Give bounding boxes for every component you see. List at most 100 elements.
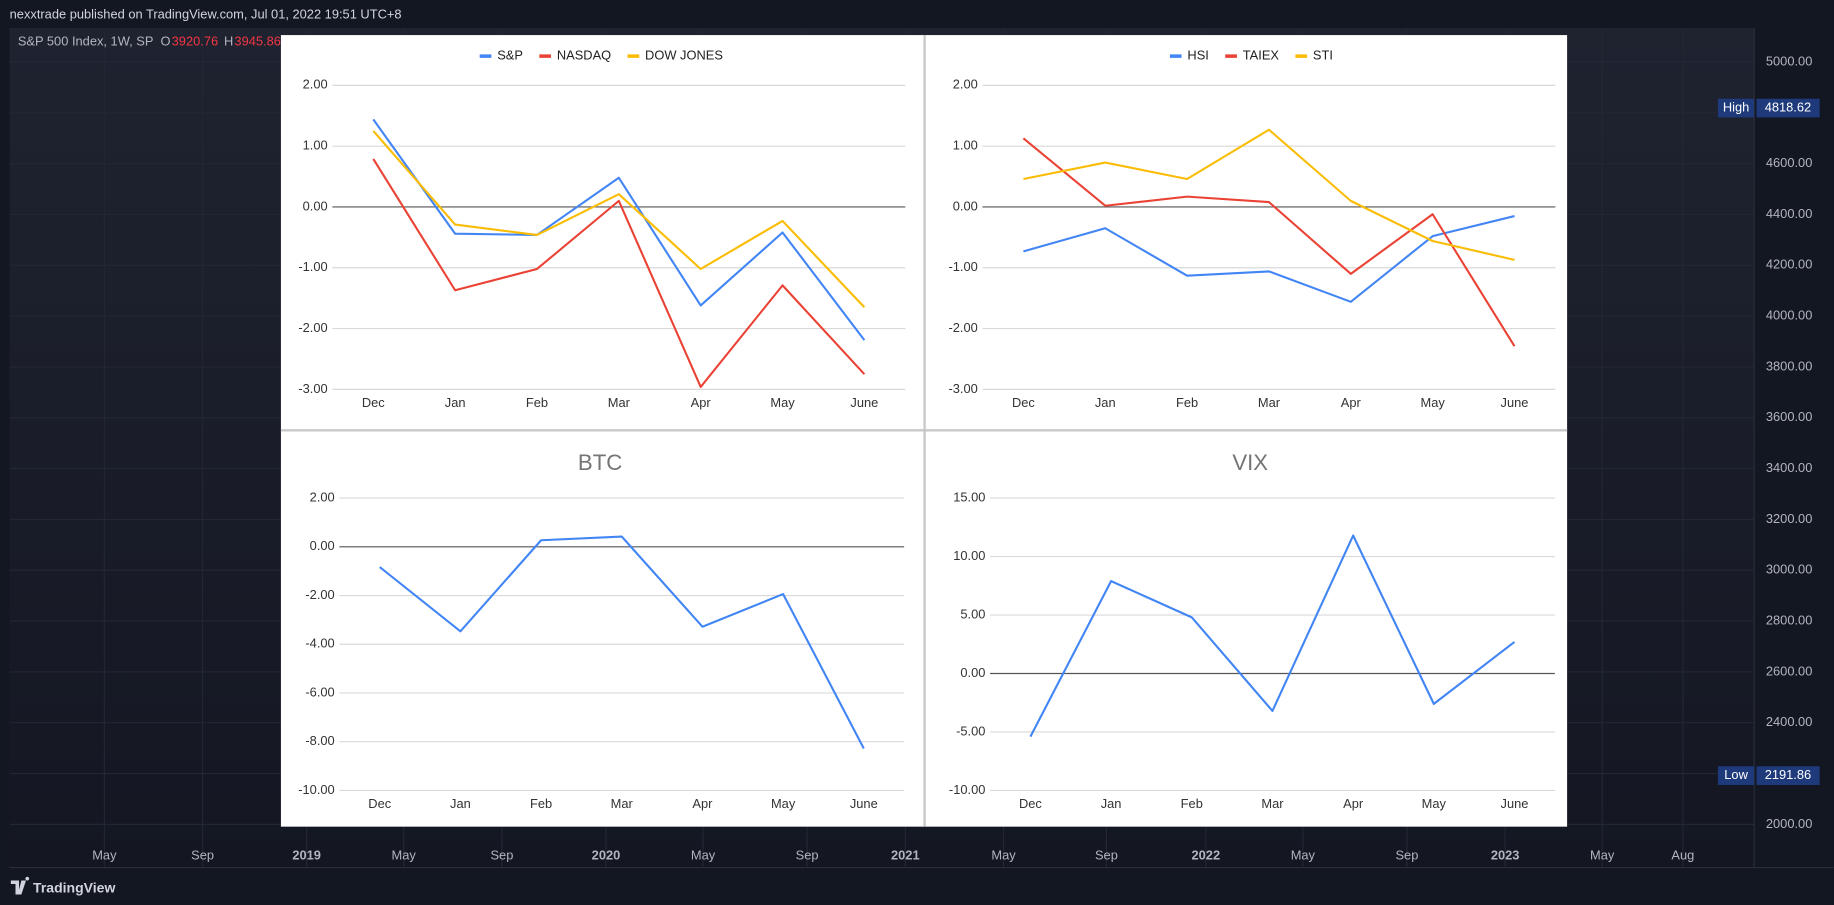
price-label: 4400.00 bbox=[1766, 206, 1812, 221]
legend-label: DOW JONES bbox=[645, 48, 723, 63]
legend-label: NASDAQ bbox=[557, 48, 611, 63]
y-tick-label: 0.00 bbox=[303, 198, 328, 213]
chart: 2.00 1.00 0.00 -1.00 -2.00 -3.00 Dec Jan Feb Mar A… bbox=[948, 48, 1556, 410]
time-label: 2019 bbox=[292, 847, 321, 862]
series-line bbox=[1029, 534, 1516, 738]
y-tick-label: -10.00 bbox=[949, 782, 985, 797]
y-tick-label: -3.00 bbox=[298, 381, 327, 396]
series-line bbox=[1023, 128, 1515, 261]
x-tick-label: May bbox=[771, 796, 796, 811]
y-tick-label: 1.00 bbox=[953, 138, 978, 153]
chart: 2.00 0.00 -2.00 -4.00 -6.00 -8.00 -10.00 Dec Jan… bbox=[298, 450, 905, 811]
time-label: May bbox=[392, 847, 417, 862]
x-tick-label: Apr bbox=[1343, 796, 1364, 811]
x-tick-label: Feb bbox=[526, 395, 548, 410]
price-label: 3800.00 bbox=[1766, 358, 1812, 373]
price-label: 2600.00 bbox=[1766, 663, 1812, 678]
y-tick-label: 2.00 bbox=[310, 489, 335, 504]
y-tick-label: 0.00 bbox=[960, 665, 985, 680]
x-tick-label: Feb bbox=[1176, 395, 1198, 410]
time-label: Sep bbox=[796, 847, 819, 862]
x-tick-label: Feb bbox=[530, 796, 552, 811]
x-tick-label: Dec bbox=[368, 796, 391, 811]
x-tick-label: May bbox=[1422, 796, 1447, 811]
x-tick-label: Jan bbox=[1095, 395, 1116, 410]
published-line: nexxtrade published on TradingView.com, … bbox=[10, 7, 402, 22]
x-tick-label: Apr bbox=[1341, 395, 1362, 410]
series-line bbox=[379, 535, 865, 750]
x-tick-label: June bbox=[1501, 395, 1529, 410]
chart: 2.00 1.00 0.00 -1.00 -2.00 -3.00 Dec Jan Feb Mar A… bbox=[298, 48, 906, 410]
ohlc-label: O bbox=[160, 33, 170, 48]
y-tick-label: 5.00 bbox=[960, 606, 985, 621]
y-tick-label: 2.00 bbox=[303, 77, 328, 92]
time-label: Aug bbox=[1671, 847, 1694, 862]
price-label: 2800.00 bbox=[1766, 612, 1812, 627]
symbol: S&P 500 Index, 1W, SP bbox=[18, 33, 154, 48]
price-label: 2400.00 bbox=[1766, 714, 1812, 729]
time-label: Sep bbox=[1395, 847, 1418, 862]
legend: S&P NASDAQ DOW JONES bbox=[479, 48, 723, 63]
y-tick-label: -6.00 bbox=[305, 684, 334, 699]
x-tick-label: Jan bbox=[450, 796, 471, 811]
y-tick-label: -1.00 bbox=[298, 259, 327, 274]
series-line bbox=[372, 118, 866, 341]
x-tick-label: Jan bbox=[1101, 796, 1122, 811]
y-tick-label: -5.00 bbox=[956, 723, 985, 738]
y-tick-label: -2.00 bbox=[298, 320, 327, 335]
y-tick-label: -10.00 bbox=[298, 782, 334, 797]
series-line bbox=[1022, 137, 1516, 347]
low-label: Low bbox=[1724, 767, 1748, 782]
series-line bbox=[1023, 215, 1515, 303]
x-tick-label: Mar bbox=[1261, 796, 1284, 811]
chart: 15.00 10.00 5.00 0.00 -5.00 -10.00 Dec Jan Feb Ma… bbox=[949, 450, 1555, 811]
price-label: 3400.00 bbox=[1766, 460, 1812, 475]
y-tick-label: 1.00 bbox=[303, 138, 328, 153]
ohlc-label: H bbox=[224, 33, 233, 48]
time-label: 2020 bbox=[592, 847, 621, 862]
y-tick-label: -2.00 bbox=[305, 587, 334, 602]
time-label: Sep bbox=[191, 847, 214, 862]
time-label: May bbox=[92, 847, 117, 862]
legend-label: STI bbox=[1313, 48, 1333, 63]
legend-label: TAIEX bbox=[1243, 48, 1280, 63]
time-label: Sep bbox=[490, 847, 513, 862]
x-tick-label: Dec bbox=[1012, 395, 1035, 410]
x-tick-label: Mar bbox=[608, 395, 631, 410]
y-tick-label: 15.00 bbox=[953, 489, 985, 504]
y-tick-label: 0.00 bbox=[953, 198, 978, 213]
low-badge bbox=[1717, 766, 1755, 785]
x-tick-label: Feb bbox=[1181, 796, 1203, 811]
time-label: 2023 bbox=[1491, 847, 1520, 862]
time-label: May bbox=[1590, 847, 1615, 862]
y-tick-label: -2.00 bbox=[948, 320, 977, 335]
y-tick-label: -4.00 bbox=[305, 636, 334, 651]
x-tick-label: May bbox=[1420, 395, 1445, 410]
y-tick-label: -1.00 bbox=[948, 259, 977, 274]
x-tick-label: Mar bbox=[611, 796, 634, 811]
time-label: 2021 bbox=[891, 847, 920, 862]
y-tick-label: 2.00 bbox=[953, 77, 978, 92]
series-line bbox=[372, 158, 866, 388]
ohlc-value: 3945.86 bbox=[234, 33, 280, 48]
y-tick-label: 0.00 bbox=[310, 538, 335, 553]
high-badge bbox=[1717, 98, 1755, 118]
series-line bbox=[372, 130, 866, 309]
y-tick-label: -8.00 bbox=[305, 733, 334, 748]
time-label: May bbox=[691, 847, 716, 862]
brand: TradingView bbox=[33, 879, 115, 895]
low-value: 2191.86 bbox=[1765, 767, 1811, 782]
x-tick-label: June bbox=[850, 796, 878, 811]
price-label: 2000.00 bbox=[1766, 816, 1812, 831]
chart-title: VIX bbox=[1232, 450, 1268, 475]
price-label: 4200.00 bbox=[1766, 257, 1812, 272]
time-label: May bbox=[991, 847, 1016, 862]
x-tick-label: June bbox=[1501, 796, 1529, 811]
price-label: 4600.00 bbox=[1766, 155, 1812, 170]
x-tick-label: Dec bbox=[362, 395, 385, 410]
x-tick-label: Jan bbox=[445, 395, 466, 410]
x-tick-label: May bbox=[770, 395, 795, 410]
legend-label: HSI bbox=[1187, 48, 1208, 63]
